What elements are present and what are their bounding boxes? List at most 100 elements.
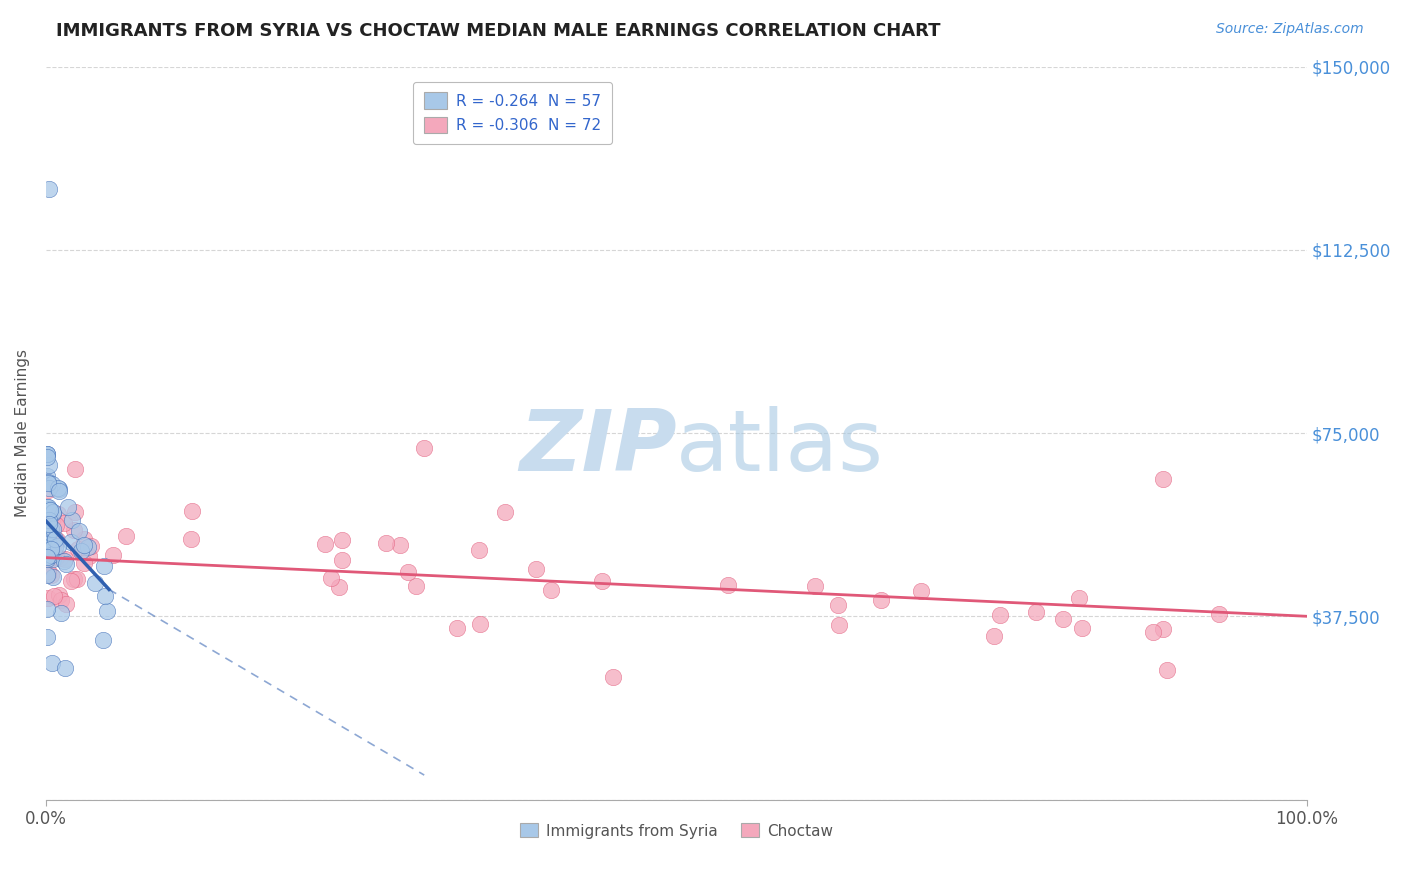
Point (94, 589, 117, 603)
Point (181, 504, 204, 518)
Point (41, 476, 63, 491)
Point (35, 447, 58, 461)
Point (35, 450, 58, 464)
Point (41, 548, 63, 562)
Point (62, 513, 84, 527)
Point (37, 483, 59, 497)
Point (38, 458, 60, 472)
Point (41, 514, 63, 528)
Text: ZIP: ZIP (519, 406, 676, 489)
Point (1067, 591, 1090, 606)
Point (48, 588, 70, 602)
Point (827, 598, 849, 612)
Point (55, 552, 77, 566)
Point (115, 529, 138, 543)
Point (66, 573, 89, 587)
Point (1152, 471, 1174, 485)
Point (38, 516, 60, 531)
Point (328, 581, 350, 595)
Point (330, 552, 353, 566)
Point (39, 568, 62, 582)
Point (80, 540, 103, 554)
Point (53, 554, 76, 568)
Point (42, 523, 65, 537)
Point (35, 500, 58, 514)
Legend: Immigrants from Syria, Choctaw: Immigrants from Syria, Choctaw (515, 817, 839, 845)
Point (42, 505, 65, 519)
Point (44, 545, 66, 559)
Point (37, 535, 59, 549)
Point (446, 621, 468, 635)
Point (103, 548, 125, 562)
Point (39, 539, 62, 553)
Point (37, 564, 59, 578)
Point (91, 633, 114, 648)
Point (44, 540, 66, 554)
Point (396, 565, 419, 579)
Point (55, 597, 77, 611)
Point (35, 602, 58, 616)
Point (494, 505, 516, 519)
Point (988, 608, 1011, 623)
Point (53, 516, 76, 530)
Point (73, 538, 96, 552)
Point (35, 550, 58, 565)
Point (717, 578, 740, 592)
Point (63, 572, 86, 586)
Point (37, 475, 59, 489)
Point (1208, 607, 1230, 621)
Point (37, 468, 59, 483)
Point (72, 532, 94, 546)
Point (37, 528, 59, 542)
Point (413, 441, 436, 455)
Point (48, 483, 70, 498)
Point (37, 534, 59, 549)
Point (524, 562, 547, 576)
Text: Source: ZipAtlas.com: Source: ZipAtlas.com (1216, 22, 1364, 37)
Point (67, 541, 90, 556)
Point (38, 513, 60, 527)
Point (44, 518, 66, 533)
Point (180, 533, 202, 547)
Point (55, 557, 77, 571)
Point (44, 589, 66, 603)
Point (38, 502, 60, 516)
Point (41, 656, 63, 670)
Point (77, 541, 100, 555)
Point (388, 538, 411, 552)
Point (62, 523, 84, 537)
Point (591, 574, 613, 588)
Point (37, 446, 59, 460)
Point (73, 556, 96, 570)
Point (39, 522, 62, 536)
Text: atlas: atlas (676, 406, 884, 489)
Point (37, 591, 59, 605)
Point (1025, 605, 1047, 619)
Point (37, 500, 59, 514)
Point (44, 532, 66, 546)
Point (37, 475, 59, 490)
Point (1156, 664, 1178, 678)
Point (51, 593, 73, 607)
Point (37, 567, 59, 582)
Point (48, 482, 70, 496)
Point (59, 574, 82, 588)
Point (48, 507, 70, 521)
Point (1142, 625, 1164, 640)
Point (53, 660, 76, 674)
Point (77, 549, 100, 563)
Point (45, 533, 67, 547)
Point (910, 583, 932, 598)
Point (38, 524, 60, 539)
Point (35, 630, 58, 644)
Point (42, 507, 65, 521)
Point (374, 536, 396, 550)
Point (60, 534, 83, 549)
Point (39, 541, 62, 556)
Point (405, 579, 427, 593)
Point (602, 670, 624, 684)
Y-axis label: Median Male Earnings: Median Male Earnings (15, 349, 30, 517)
Point (38, 182, 60, 196)
Point (39, 502, 62, 516)
Point (804, 579, 827, 593)
